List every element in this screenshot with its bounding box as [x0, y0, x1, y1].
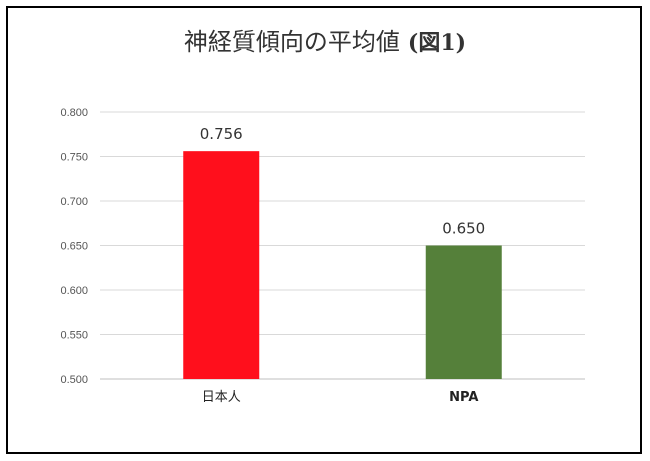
x-category-label: NPA — [449, 390, 478, 405]
y-tick-label: 0.500 — [60, 374, 88, 386]
y-tick-label: 0.550 — [60, 330, 88, 342]
chart-title-suffix: (図1) — [407, 30, 467, 56]
y-tick-label: 0.700 — [60, 196, 88, 208]
y-tick-label: 0.650 — [60, 241, 88, 253]
chart-title: 神経質傾向の平均値 (図1) — [0, 22, 650, 57]
x-category-label: 日本人 — [202, 390, 241, 405]
data-label: 0.756 — [200, 125, 243, 143]
y-tick-label: 0.750 — [60, 152, 88, 164]
bar — [183, 151, 260, 379]
chart-title-text: 神経質傾向の平均値 — [183, 28, 400, 56]
bar — [425, 245, 502, 379]
data-label: 0.650 — [442, 220, 485, 238]
y-tick-label: 0.800 — [60, 107, 88, 119]
y-tick-label: 0.600 — [60, 285, 88, 297]
